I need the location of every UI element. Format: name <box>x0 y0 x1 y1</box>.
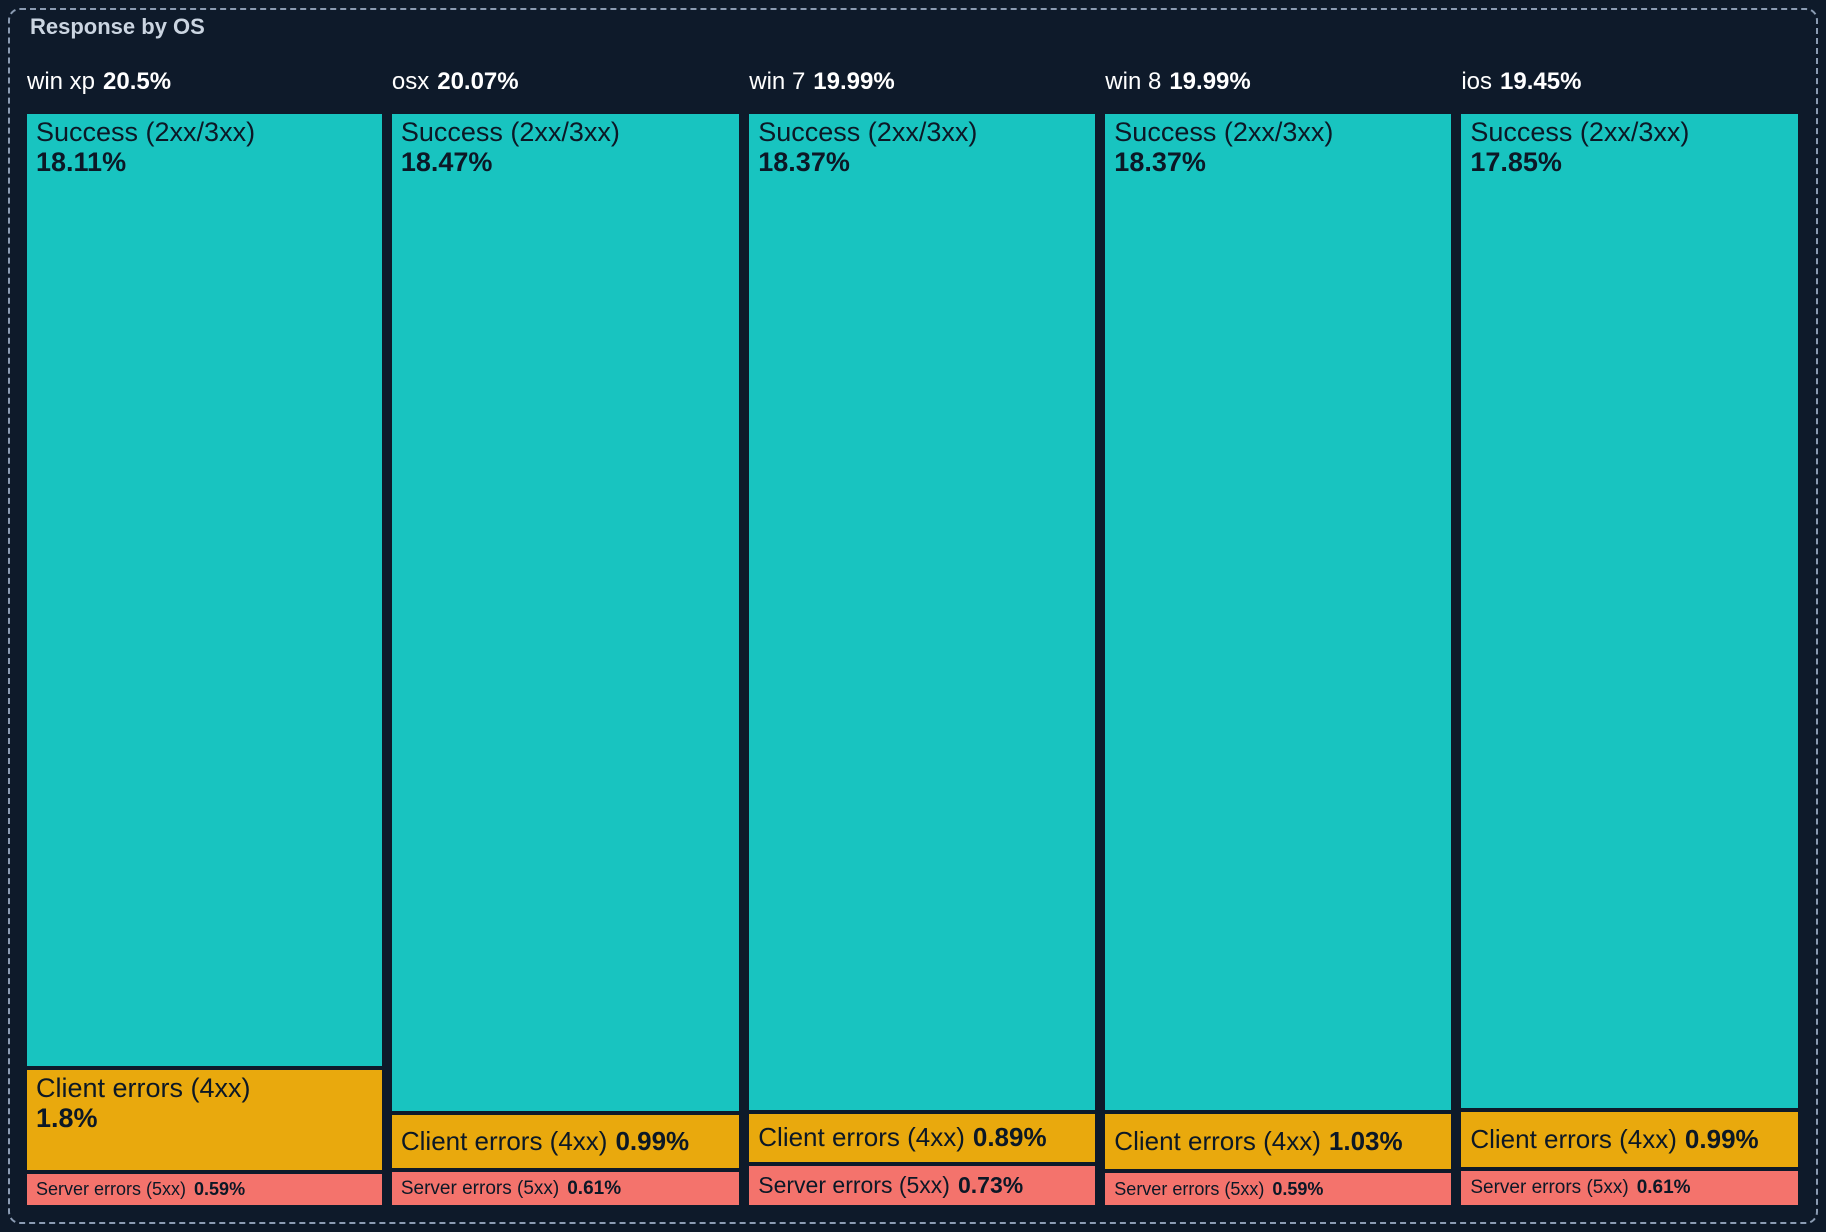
segment-client-win-7[interactable]: Client errors (4xx) 0.89% <box>749 1113 1096 1162</box>
segment-success-ios[interactable]: Success (2xx/3xx) 17.85% <box>1461 114 1798 1109</box>
segment-value: 0.73% <box>957 1171 1024 1198</box>
treemap: win xp 20.5% Success (2xx/3xx) 18.11% Client… <box>27 62 1798 1205</box>
treemap-column-win-xp: win xp 20.5% Success (2xx/3xx) 18.11% Client… <box>27 62 382 1205</box>
treemap-column-win-7: win 7 19.99% Success (2xx/3xx) 18.37% Client… <box>749 62 1096 1205</box>
column-header-win-xp: win xp 20.5% <box>27 62 382 102</box>
segment-value: 0.59% <box>1272 1178 1324 1199</box>
segment-server-win-8[interactable]: Server errors (5xx) 0.59% <box>1105 1173 1452 1205</box>
segment-success-win-8[interactable]: Success (2xx/3xx) 18.37% <box>1105 114 1452 1110</box>
segment-client-win-xp[interactable]: Client errors (4xx) 1.8% <box>27 1070 382 1171</box>
segment-success-win-7[interactable]: Success (2xx/3xx) 18.37% <box>749 114 1096 1110</box>
segment-label: Success (2xx/3xx) <box>1114 117 1334 147</box>
os-total-percent: 19.45% <box>1500 68 1582 95</box>
treemap-column-win-8: win 8 19.99% Success (2xx/3xx) 18.37% Client… <box>1105 62 1452 1205</box>
segment-value: 0.61% <box>1636 1177 1691 1199</box>
segment-label: Client errors (4xx) <box>36 1073 251 1104</box>
segment-success-osx[interactable]: Success (2xx/3xx) 18.47% <box>391 114 740 1112</box>
segment-value: 18.47% <box>400 147 493 178</box>
column-blocks: Success (2xx/3xx) 18.11% Client errors (4x… <box>27 114 382 1205</box>
treemap-column-osx: osx 20.07% Success (2xx/3xx) 18.47% Client e… <box>391 62 740 1205</box>
segment-client-ios[interactable]: Client errors (4xx) 0.99% <box>1461 1112 1798 1168</box>
os-name: win 7 <box>749 68 806 95</box>
panel-title: Response by OS <box>30 14 205 39</box>
segment-value: 0.99% <box>1684 1124 1759 1155</box>
os-total-percent: 20.5% <box>103 68 172 95</box>
os-total-percent: 20.07% <box>437 68 519 95</box>
segment-value: 0.59% <box>194 1179 246 1200</box>
column-header-osx: osx 20.07% <box>392 62 739 102</box>
os-name: win 8 <box>1105 68 1162 95</box>
treemap-column-ios: ios 19.45% Success (2xx/3xx) 17.85% Client e… <box>1461 62 1798 1205</box>
os-name: ios <box>1461 68 1493 95</box>
os-name: osx <box>391 68 430 95</box>
os-total-percent: 19.99% <box>813 68 895 95</box>
segment-value: 1.8% <box>36 1103 98 1134</box>
segment-label: Client errors (4xx) <box>1470 1124 1677 1155</box>
segment-label: Success (2xx/3xx) <box>36 117 256 147</box>
segment-label: Server errors (5xx) <box>1470 1177 1629 1199</box>
segment-label: Server errors (5xx) <box>400 1177 560 1199</box>
segment-label: Success (2xx/3xx) <box>400 117 620 147</box>
column-blocks: Success (2xx/3xx) 18.47% Client errors (4x… <box>391 114 740 1205</box>
segment-label: Client errors (4xx) <box>400 1126 608 1157</box>
segment-server-win-7[interactable]: Server errors (5xx) 0.73% <box>749 1165 1096 1205</box>
column-blocks: Success (2xx/3xx) 17.85% Client errors (4x… <box>1461 114 1798 1205</box>
segment-server-ios[interactable]: Server errors (5xx) 0.61% <box>1461 1171 1798 1205</box>
segment-value: 18.37% <box>1114 147 1206 178</box>
column-header-ios: ios 19.45% <box>1461 62 1798 102</box>
segment-value: 17.85% <box>1470 147 1562 178</box>
segment-label: Client errors (4xx) <box>1114 1125 1321 1156</box>
segment-server-osx[interactable]: Server errors (5xx) 0.61% <box>391 1172 740 1205</box>
segment-label: Client errors (4xx) <box>758 1122 965 1153</box>
segment-client-win-8[interactable]: Client errors (4xx) 1.03% <box>1105 1113 1452 1170</box>
segment-client-osx[interactable]: Client errors (4xx) 0.99% <box>391 1115 740 1169</box>
column-blocks: Success (2xx/3xx) 18.37% Client errors (4x… <box>1105 114 1452 1205</box>
segment-value: 1.03% <box>1328 1125 1403 1156</box>
segment-value: 0.61% <box>567 1177 622 1199</box>
segment-value: 0.99% <box>615 1126 690 1157</box>
segment-success-win-xp[interactable]: Success (2xx/3xx) 18.11% <box>27 114 382 1067</box>
segment-label: Server errors (5xx) <box>36 1179 187 1200</box>
segment-value: 18.11% <box>36 147 127 178</box>
column-header-win-8: win 8 19.99% <box>1105 62 1451 102</box>
segment-label: Server errors (5xx) <box>1114 1178 1265 1199</box>
os-name: win xp <box>27 68 96 95</box>
segment-server-win-xp[interactable]: Server errors (5xx) 0.59% <box>27 1174 382 1205</box>
segment-label: Success (2xx/3xx) <box>758 117 978 147</box>
segment-label: Success (2xx/3xx) <box>1470 117 1690 147</box>
column-blocks: Success (2xx/3xx) 18.37% Client errors (4x… <box>749 114 1096 1205</box>
segment-value: 18.37% <box>758 147 850 178</box>
column-header-win-7: win 7 19.99% <box>749 62 1095 102</box>
segment-value: 0.89% <box>972 1122 1047 1153</box>
segment-label: Server errors (5xx) <box>758 1171 950 1198</box>
os-total-percent: 19.99% <box>1169 68 1251 95</box>
